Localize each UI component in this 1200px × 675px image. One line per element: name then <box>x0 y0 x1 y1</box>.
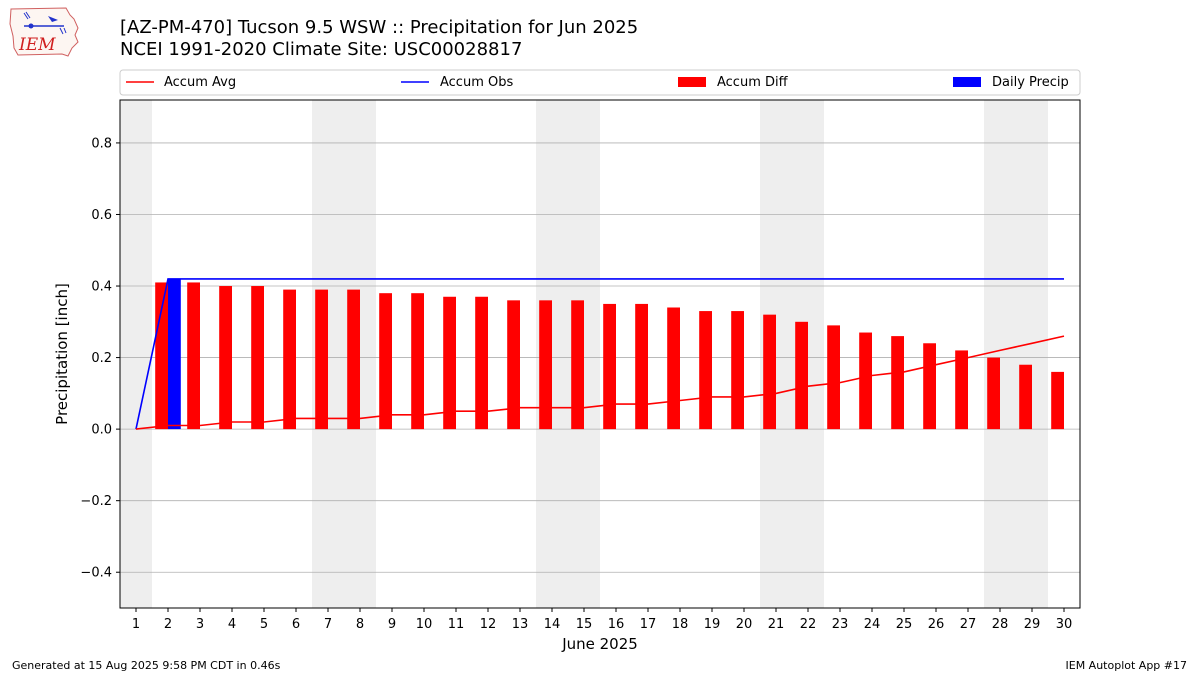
x-tick-label: 30 <box>1056 617 1073 632</box>
accum-diff-bar-day-8 <box>347 289 360 430</box>
x-tick-label: 4 <box>228 617 236 632</box>
y-tick-label: −0.4 <box>80 566 112 581</box>
x-axis-label: June 2025 <box>561 635 638 653</box>
accum-diff-bar-day-14 <box>539 300 552 430</box>
x-tick-label: 10 <box>416 617 433 632</box>
y-tick-label: 0.2 <box>91 351 112 366</box>
accum-diff-bar-day-7 <box>315 289 328 430</box>
accum-obs-line <box>135 278 1064 430</box>
accum-diff-bar-day-11 <box>443 296 456 430</box>
accum-diff-bar-day-26 <box>923 343 936 430</box>
x-tick-label: 12 <box>480 617 497 632</box>
accum-diff-bar-day-13 <box>507 300 520 430</box>
x-tick-label: 13 <box>512 617 529 632</box>
legend-swatch-accum-diff <box>678 77 706 87</box>
y-gridlines <box>120 142 1080 573</box>
accum-diff-bar-day-17 <box>635 303 648 430</box>
x-tick-label: 24 <box>864 617 881 632</box>
accum-diff-bar-day-6 <box>283 289 296 430</box>
accum-diff-bar-day-5 <box>251 286 264 430</box>
x-tick-label: 22 <box>800 617 817 632</box>
x-tick-label: 11 <box>448 617 465 632</box>
accum-diff-bar-day-27 <box>955 350 968 430</box>
accum-diff-bar-day-12 <box>475 296 488 430</box>
accum-diff-bar-day-20 <box>731 311 744 430</box>
legend-box <box>119 69 1081 96</box>
accum-diff-bar-day-25 <box>891 336 904 430</box>
x-tick-label: 7 <box>324 617 332 632</box>
x-tick-label: 23 <box>832 617 849 632</box>
x-tick-label: 25 <box>896 617 913 632</box>
y-axis-label: Precipitation [inch] <box>53 283 71 425</box>
generated-note: Generated at 15 Aug 2025 9:58 PM CDT in … <box>12 659 281 672</box>
accum-diff-bar-day-19 <box>699 311 712 430</box>
y-tick-label: −0.2 <box>80 494 112 509</box>
bars <box>155 278 1064 430</box>
x-tick-label: 21 <box>768 617 785 632</box>
accum-diff-bar-day-22 <box>795 321 808 430</box>
y-tick-label: 0.8 <box>91 136 112 151</box>
accum-diff-bar-day-9 <box>379 293 392 430</box>
accum-diff-bar-day-16 <box>603 303 616 430</box>
legend-label-accum-avg: Accum Avg <box>164 75 236 90</box>
accum-diff-bar-day-10 <box>411 293 424 430</box>
daily-precip-bar-day-2 <box>168 278 181 430</box>
x-tick-label: 28 <box>992 617 1009 632</box>
y-tick-label: 0.4 <box>91 280 112 295</box>
x-tick-label: 6 <box>292 617 300 632</box>
y-tick-label: 0.6 <box>91 208 112 223</box>
accum-diff-bar-day-4 <box>219 286 232 430</box>
accum-diff-bar-day-29 <box>1019 364 1032 430</box>
autoplot-credit: IEM Autoplot App #17 <box>1065 659 1188 672</box>
iowa-map-icon: IEM <box>9 7 79 57</box>
x-tick-label: 2 <box>164 617 172 632</box>
weekend-band-day-29 <box>1016 100 1048 608</box>
x-tick-label: 8 <box>356 617 364 632</box>
accum-diff-bar-day-30 <box>1051 371 1064 430</box>
accum-diff-bar-day-2 <box>155 282 168 430</box>
chart-title: [AZ-PM-470] Tucson 9.5 WSW :: Precipitat… <box>120 17 639 38</box>
x-tick-label: 15 <box>576 617 593 632</box>
x-tick-label: 20 <box>736 617 753 632</box>
x-tick-label: 16 <box>608 617 625 632</box>
lines <box>135 278 1065 430</box>
chart-subtitle: NCEI 1991-2020 Climate Site: USC00028817 <box>120 39 523 60</box>
logo-text: IEM <box>18 35 56 55</box>
x-tick-label: 18 <box>672 617 689 632</box>
weekend-band-day-1 <box>120 100 152 608</box>
weekend-band-day-28 <box>984 100 1016 608</box>
x-tick-label: 29 <box>1024 617 1041 632</box>
y-tick-label: 0.0 <box>91 423 112 438</box>
legend-label-daily-precip: Daily Precip <box>992 75 1069 90</box>
x-tick-label: 3 <box>196 617 204 632</box>
x-tick-label: 9 <box>388 617 396 632</box>
accum-diff-bar-day-18 <box>667 307 680 430</box>
iem-logo: IEM <box>8 6 80 58</box>
accum-diff-bar-day-28 <box>987 357 1000 430</box>
x-tick-label: 14 <box>544 617 561 632</box>
legend-label-accum-obs: Accum Obs <box>440 75 513 90</box>
x-tick-label: 19 <box>704 617 721 632</box>
x-tick-label: 27 <box>960 617 977 632</box>
legend-swatch-daily-precip <box>953 77 981 87</box>
ticks: −0.4−0.20.00.20.40.60.81 2 3 4 5 6 7 8 9 10 11 12 13… <box>80 136 1072 632</box>
accum-diff-bar-day-23 <box>827 325 840 430</box>
legend: Accum Avg Accum Obs Accum Diff Daily Pre… <box>119 69 1081 96</box>
x-tick-label: 17 <box>640 617 657 632</box>
x-tick-label: 26 <box>928 617 945 632</box>
accum-diff-bar-day-24 <box>859 332 872 430</box>
legend-label-accum-diff: Accum Diff <box>717 75 789 90</box>
accum-diff-bar-day-15 <box>571 300 584 430</box>
accum-diff-bar-day-21 <box>763 314 776 430</box>
plot-frame <box>119 99 1081 609</box>
accum-avg-line <box>135 335 1065 430</box>
accum-diff-bar-day-3 <box>187 282 200 430</box>
x-tick-label: 1 <box>132 617 140 632</box>
x-tick-label: 5 <box>260 617 268 632</box>
